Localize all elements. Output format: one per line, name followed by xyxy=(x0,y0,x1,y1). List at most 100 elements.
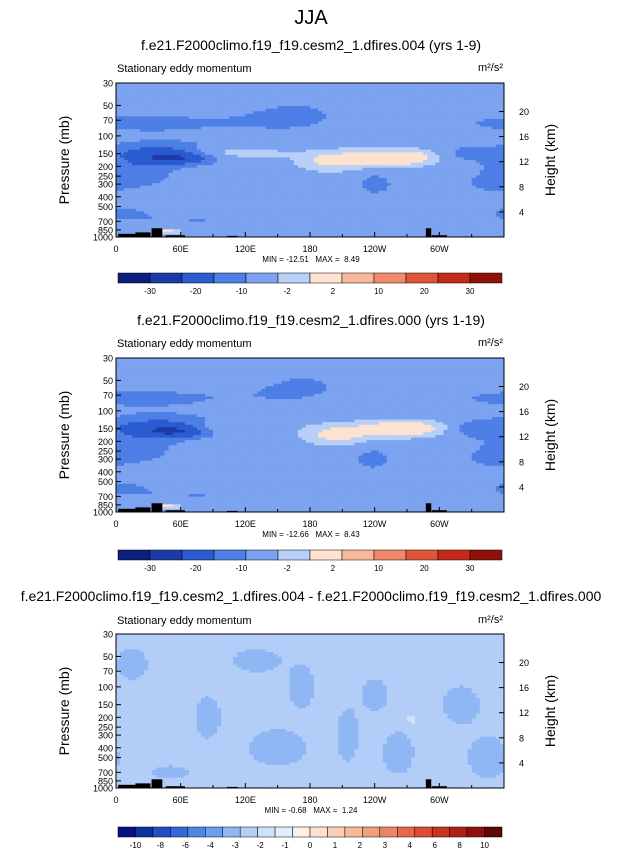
heatmap-cell xyxy=(310,90,315,94)
heatmap-cell xyxy=(221,106,226,110)
heatmap-cell xyxy=(415,154,420,159)
heatmap-cell xyxy=(293,180,299,184)
heatmap-cell xyxy=(152,195,158,200)
heatmap-cell xyxy=(217,131,222,135)
heatmap-cell xyxy=(156,144,162,148)
heatmap-cell xyxy=(176,113,182,117)
heatmap-cell xyxy=(350,90,356,94)
heatmap-cell xyxy=(427,177,432,182)
heatmap-cell xyxy=(273,83,279,87)
heatmap-cell xyxy=(439,162,444,166)
heatmap-cell xyxy=(382,193,388,197)
heatmap-cell xyxy=(342,185,347,189)
heatmap-cell xyxy=(144,83,149,87)
heatmap-cell xyxy=(176,165,182,169)
heatmap-cell xyxy=(180,142,186,146)
heatmap-cell xyxy=(208,134,214,138)
heatmap-cell xyxy=(423,95,428,99)
heatmap-cell xyxy=(136,185,141,189)
heatmap-cell xyxy=(192,188,198,192)
heatmap-cell xyxy=(213,157,218,161)
heatmap-cell xyxy=(241,139,246,143)
heatmap-cell xyxy=(245,85,250,89)
heatmap-cell xyxy=(479,175,485,179)
heatmap-cell xyxy=(229,124,234,128)
heatmap-cell xyxy=(475,85,481,89)
heatmap-cell xyxy=(208,85,214,89)
heatmap-cell xyxy=(318,180,323,184)
heatmap-cell xyxy=(455,121,461,125)
heatmap-cell xyxy=(427,95,432,99)
heatmap-cell xyxy=(184,134,190,138)
heatmap-cell xyxy=(164,206,170,210)
heatmap-cell xyxy=(415,198,420,202)
heatmap-cell xyxy=(204,111,210,115)
heatmap-cell xyxy=(261,172,267,176)
heatmap-cell xyxy=(257,108,263,112)
heatmap-cell xyxy=(435,83,440,87)
heatmap-cell xyxy=(390,131,396,135)
heatmap-cell xyxy=(245,134,250,138)
heatmap-cell xyxy=(140,113,145,117)
heatmap-cell xyxy=(479,116,485,120)
heatmap-cell xyxy=(301,185,307,189)
heatmap-cell xyxy=(419,208,424,212)
heatmap-cell xyxy=(370,121,376,125)
heatmap-cell xyxy=(423,124,428,128)
heatmap-cell xyxy=(176,95,182,99)
heatmap-cell xyxy=(265,203,271,207)
heatmap-cell xyxy=(334,100,339,105)
heatmap-cell xyxy=(382,201,388,205)
heatmap-cell xyxy=(390,85,396,89)
heatmap-cell xyxy=(342,152,347,156)
heatmap-cell xyxy=(261,126,267,130)
heatmap-cell xyxy=(241,129,246,133)
heatmap-cell xyxy=(390,134,396,138)
heatmap-cell xyxy=(192,93,198,97)
heatmap-cell xyxy=(160,118,166,123)
heatmap-cell xyxy=(144,198,149,202)
heatmap-cell xyxy=(439,160,444,164)
heatmap-cell xyxy=(237,165,242,169)
heatmap-cell xyxy=(192,147,198,151)
heatmap-cell xyxy=(423,167,428,171)
heatmap-cell xyxy=(200,185,206,189)
heatmap-cell xyxy=(374,180,380,184)
heatmap-cell xyxy=(431,183,436,187)
heatmap-cell xyxy=(229,83,234,87)
heatmap-cell xyxy=(269,170,275,174)
heatmap-cell xyxy=(374,83,380,87)
heatmap-cell xyxy=(467,201,473,205)
heatmap-cell xyxy=(346,149,352,153)
heatmap-cell xyxy=(265,180,271,184)
heatmap-cell xyxy=(346,93,352,97)
heatmap-cell xyxy=(217,152,222,156)
heatmap-cell xyxy=(455,188,461,192)
heatmap-cell xyxy=(310,147,315,151)
heatmap-cell xyxy=(390,116,396,120)
heatmap-cell xyxy=(435,180,440,184)
heatmap-cell xyxy=(124,152,129,156)
heatmap-cell xyxy=(196,147,202,151)
heatmap-cell xyxy=(342,198,347,202)
heatmap-cell xyxy=(245,160,250,164)
heatmap-cell xyxy=(459,136,465,141)
heatmap-cell xyxy=(140,180,145,184)
heatmap-cell xyxy=(314,203,319,207)
heatmap-cell xyxy=(180,93,186,97)
heatmap-cell xyxy=(156,136,162,141)
heatmap-cell xyxy=(447,193,453,197)
heatmap-cell xyxy=(116,129,121,133)
heatmap-cell xyxy=(455,177,461,182)
heatmap-cell xyxy=(265,124,271,128)
heatmap-cell xyxy=(184,93,190,97)
heatmap-cell xyxy=(289,172,295,176)
heatmap-cell xyxy=(334,106,339,110)
heatmap-cell xyxy=(378,165,384,169)
heatmap-cell xyxy=(411,152,416,156)
heatmap-cell xyxy=(164,116,170,120)
heatmap-cell xyxy=(204,201,210,205)
heatmap-cell xyxy=(305,157,311,161)
heatmap-cell xyxy=(338,180,343,184)
heatmap-cell xyxy=(269,190,275,194)
